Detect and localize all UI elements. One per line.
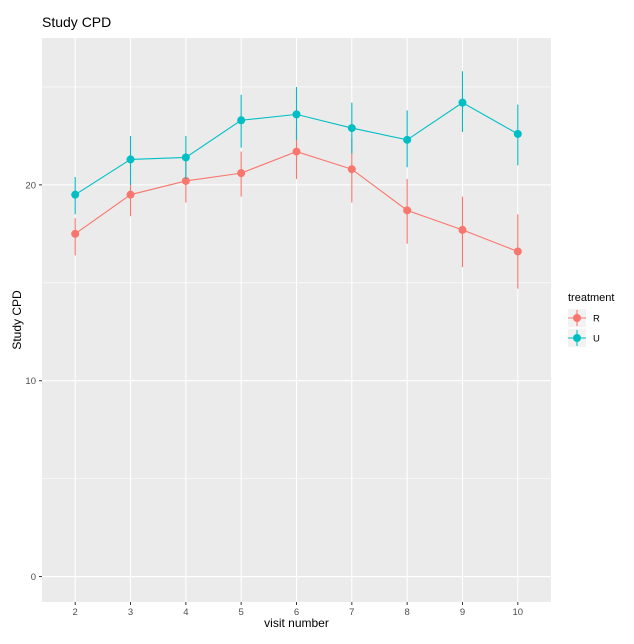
- y-axis: 0 10 20: [25, 180, 42, 583]
- major-gridlines: [42, 38, 551, 602]
- data-point: [292, 147, 301, 156]
- x-tick-label: 8: [405, 607, 410, 618]
- data-point: [181, 176, 190, 185]
- y-tick-label: 0: [31, 572, 36, 583]
- data-point: [71, 229, 80, 238]
- data-point: [347, 124, 356, 133]
- data-point: [237, 169, 246, 178]
- x-tick-label: 6: [294, 607, 299, 618]
- y-axis-title: Study CPD: [10, 290, 24, 350]
- legend: treatment RU: [568, 292, 614, 347]
- x-tick-label: 3: [128, 607, 133, 618]
- chart-title: Study CPD: [42, 14, 111, 30]
- x-axis-title: visit number: [264, 616, 329, 630]
- legend-label: R: [593, 314, 600, 325]
- data-point: [403, 206, 412, 215]
- data-point: [347, 165, 356, 174]
- x-tick-label: 5: [239, 607, 244, 618]
- x-tick-label: 9: [460, 607, 465, 618]
- data-point: [181, 153, 190, 162]
- y-tick-label: 20: [25, 180, 36, 191]
- series-layer: [71, 71, 522, 289]
- legend-key-U: [568, 329, 586, 347]
- data-point: [458, 98, 467, 107]
- x-tick-label: 4: [183, 607, 188, 618]
- legend-label: U: [593, 334, 600, 345]
- legend-key-point: [573, 314, 581, 322]
- data-point: [292, 110, 301, 119]
- data-point: [513, 129, 522, 138]
- series-U: [71, 71, 522, 215]
- x-tick-label: 7: [349, 607, 354, 618]
- data-point: [403, 135, 412, 144]
- legend-key-point: [573, 334, 581, 342]
- data-point: [71, 190, 80, 199]
- data-point: [513, 247, 522, 256]
- data-point: [126, 190, 135, 199]
- x-tick-label: 2: [73, 607, 78, 618]
- data-point: [458, 225, 467, 234]
- x-axis: 2 3 4 5 6 7 8 9 10: [73, 602, 524, 618]
- x-tick-label: 10: [513, 607, 524, 618]
- y-tick-label: 10: [25, 376, 36, 387]
- legend-title: treatment: [568, 292, 614, 304]
- data-point: [237, 116, 246, 125]
- data-point: [126, 155, 135, 164]
- legend-key-R: [568, 309, 586, 327]
